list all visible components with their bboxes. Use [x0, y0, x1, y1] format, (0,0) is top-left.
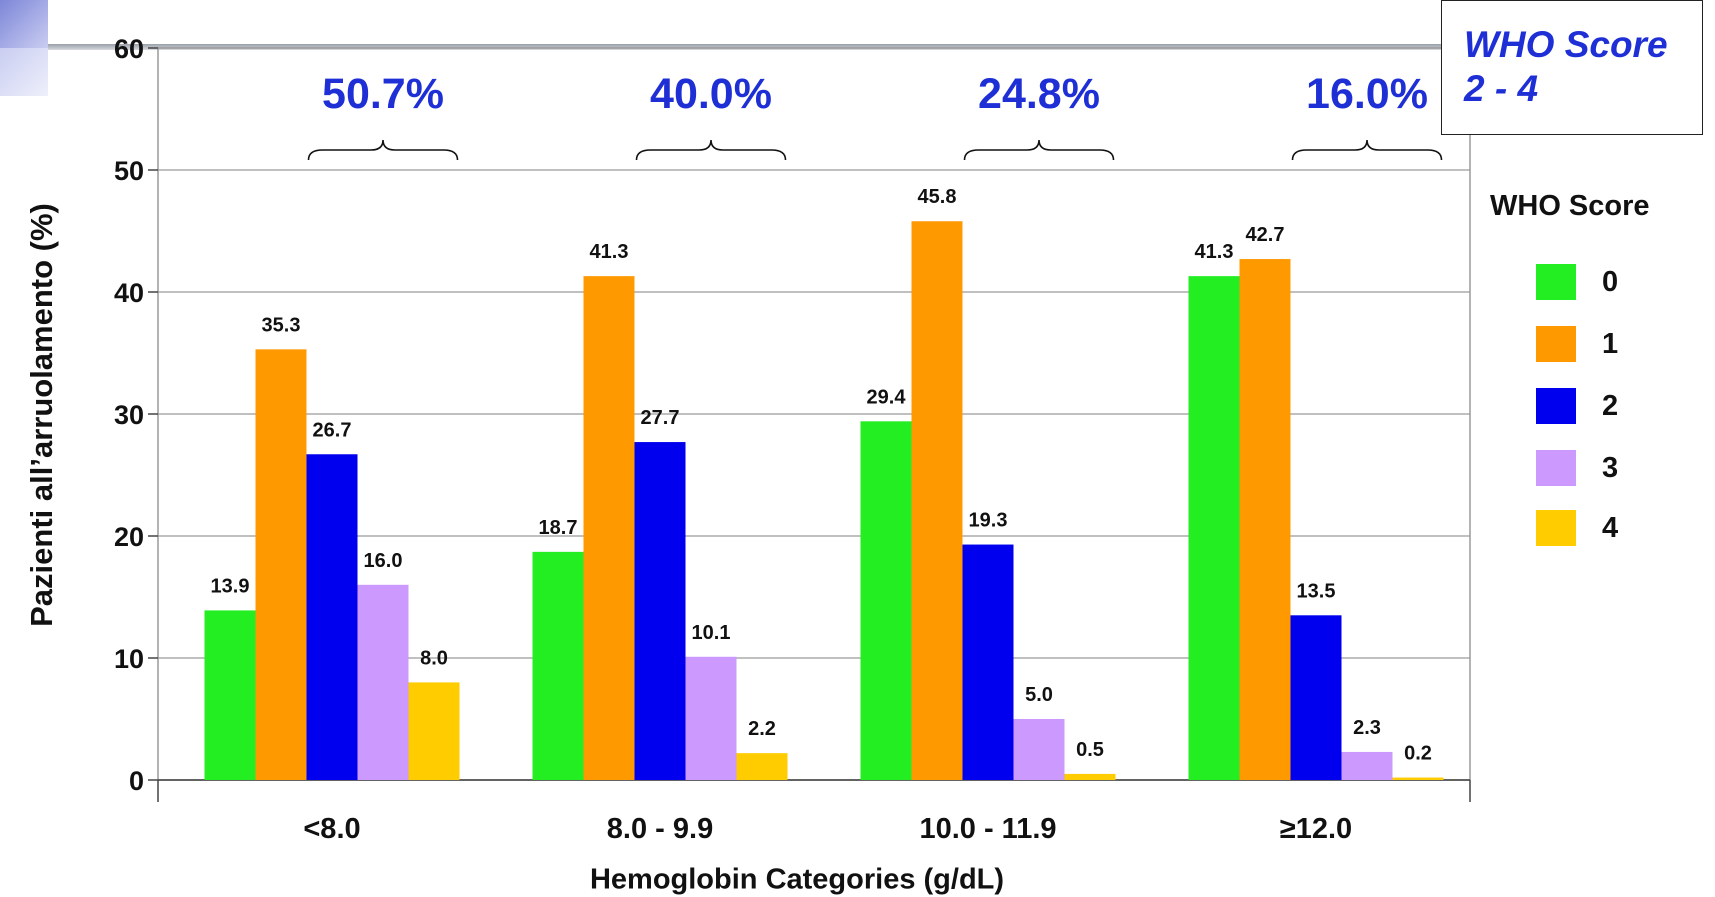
legend-label-2: 2 [1602, 389, 1619, 422]
bar-cat2-score0 [860, 421, 912, 780]
data-label-cat2-score3: 5.0 [1025, 684, 1053, 706]
data-label-cat0-score4: 8.0 [420, 647, 448, 669]
data-label-cat0-score3: 16.0 [364, 550, 403, 572]
who-score-callout: WHO Score 2 - 4 [1441, 0, 1703, 135]
data-label-cat3-score3: 2.3 [1353, 717, 1381, 739]
legend-swatch-2 [1536, 388, 1576, 424]
y-tick-label-6: 60 [114, 34, 144, 64]
bar-cat3-score4 [1392, 777, 1444, 780]
data-label-cat0-score2: 26.7 [313, 419, 352, 441]
legend-label-0: 0 [1602, 265, 1619, 298]
callout-line-1: WHO Score [1464, 24, 1668, 65]
y-tick-label-0: 0 [129, 766, 144, 796]
bar-cat3-score1 [1239, 259, 1291, 780]
data-label-cat1-score3: 10.1 [692, 622, 731, 644]
legend-item-4: 4 [1536, 508, 1618, 548]
data-label-cat0-score0: 13.9 [211, 575, 250, 597]
legend-swatch-4 [1536, 510, 1576, 546]
legend-item-2: 2 [1536, 386, 1618, 426]
bar-cat2-score3 [1013, 719, 1065, 780]
data-label-cat1-score4: 2.2 [748, 718, 776, 740]
y-axis-label: Pazienti all’arruolamento (%) [24, 203, 59, 627]
brace-cat1 [635, 139, 787, 161]
data-label-cat3-score0: 41.3 [1195, 241, 1234, 263]
brace-cat3 [1291, 139, 1443, 161]
bar-cat3-score2 [1290, 615, 1342, 780]
bar-cat1-score3 [685, 656, 737, 780]
brace-cat2 [963, 139, 1115, 161]
decor-square-light [0, 48, 48, 96]
brace-cat0 [307, 139, 459, 161]
bar-cat0-score2 [306, 454, 358, 780]
legend-swatch-3 [1536, 450, 1576, 486]
legend-title: WHO Score [1490, 190, 1650, 222]
title-rule [48, 44, 1448, 50]
percentage-annotation-cat3: 16.0% [1306, 70, 1428, 118]
callout-line-2: 2 - 4 [1464, 68, 1539, 109]
legend-swatch-0 [1536, 264, 1576, 300]
bar-cat0-score0 [204, 610, 256, 780]
y-tick-label-3: 30 [114, 400, 144, 430]
percentage-annotation-cat0: 50.7% [322, 70, 444, 118]
data-label-cat2-score1: 45.8 [918, 186, 957, 208]
data-label-cat2-score0: 29.4 [867, 386, 907, 408]
bar-cat0-score1 [255, 349, 307, 780]
data-label-cat1-score2: 27.7 [641, 407, 680, 429]
bar-cat3-score3 [1341, 751, 1393, 780]
bar-cat1-score2 [634, 442, 686, 780]
decor-square-dark [0, 0, 48, 48]
bar-cat3-score0 [1188, 276, 1240, 780]
bar-cat1-score0 [532, 551, 584, 780]
data-label-cat1-score0: 18.7 [539, 517, 578, 539]
bar-cat2-score2 [962, 544, 1014, 780]
y-tick-label-5: 50 [114, 156, 144, 186]
y-tick-label-1: 10 [114, 644, 144, 674]
data-label-cat3-score4: 0.2 [1404, 743, 1432, 765]
legend-label-3: 3 [1602, 451, 1619, 484]
legend-swatch-1 [1536, 326, 1576, 362]
x-axis-label: Hemoglobin Categories (g/dL) [589, 863, 1005, 896]
x-tick-label-0: <8.0 [303, 813, 360, 845]
bar-cat2-score1 [911, 221, 963, 781]
bar-cat0-score3 [357, 584, 409, 780]
bar-cat2-score4 [1064, 773, 1116, 780]
bar-cat1-score1 [583, 276, 635, 780]
data-label-cat2-score4: 0.5 [1076, 739, 1104, 761]
data-label-cat3-score1: 42.7 [1246, 224, 1285, 246]
data-label-cat0-score1: 35.3 [262, 314, 301, 336]
x-tick-label-3: ≥12.0 [1280, 813, 1352, 845]
x-tick-label-1: 8.0 - 9.9 [607, 813, 713, 845]
data-label-cat3-score2: 13.5 [1297, 580, 1336, 602]
bar-cat1-score4 [736, 753, 788, 780]
legend-item-1: 1 [1536, 324, 1618, 364]
data-label-cat2-score2: 19.3 [969, 510, 1008, 532]
x-tick-label-2: 10.0 - 11.9 [919, 813, 1056, 845]
legend-label-4: 4 [1602, 511, 1619, 544]
data-label-cat1-score1: 41.3 [590, 241, 629, 263]
y-tick-label-4: 40 [114, 278, 144, 308]
legend-label-1: 1 [1602, 327, 1619, 360]
bar-cat0-score4 [408, 682, 460, 780]
legend-item-0: 0 [1536, 262, 1618, 302]
legend-item-3: 3 [1536, 448, 1618, 488]
percentage-annotation-cat2: 24.8% [978, 70, 1100, 118]
y-tick-label-2: 20 [114, 522, 144, 552]
percentage-annotation-cat1: 40.0% [650, 70, 772, 118]
